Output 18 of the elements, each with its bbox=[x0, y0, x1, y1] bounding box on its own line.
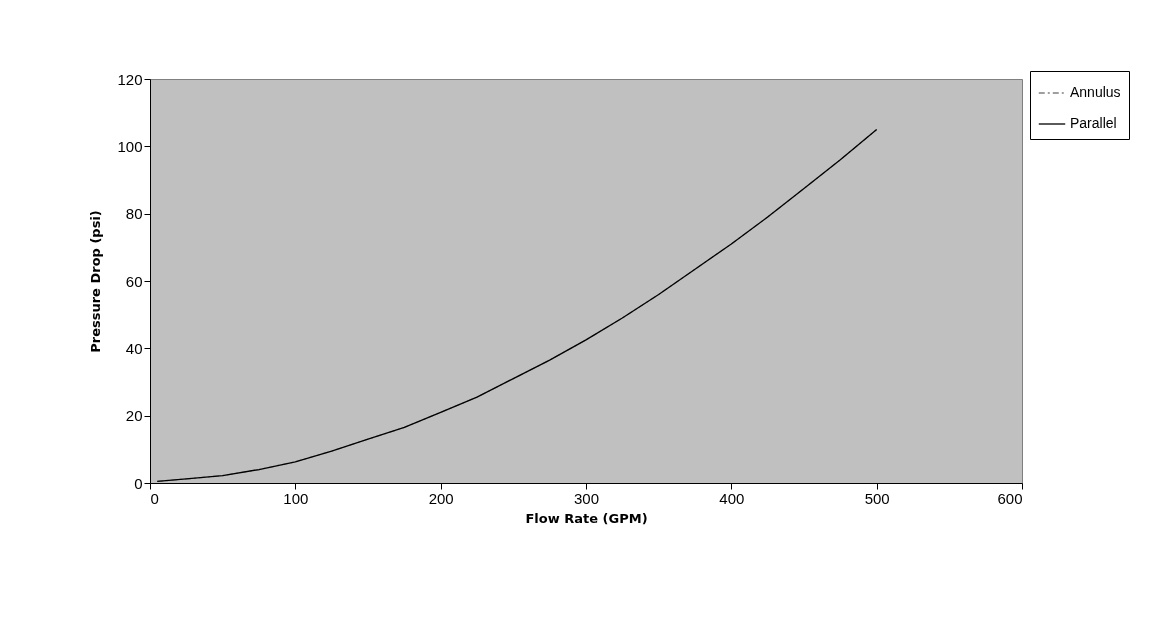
x-tick-label: 400 bbox=[719, 489, 745, 507]
x-tick-label: 300 bbox=[573, 489, 600, 507]
y-tick-label: 20 bbox=[125, 407, 143, 425]
x-axis-title: Flow Rate (GPM) bbox=[525, 510, 648, 526]
y-tick-label: 60 bbox=[125, 272, 143, 290]
x-tick-label: 500 bbox=[864, 489, 890, 507]
y-tick-label: 120 bbox=[117, 70, 143, 88]
legend-label: Annulus bbox=[1070, 84, 1121, 100]
y-tick-label: 40 bbox=[125, 339, 143, 357]
x-tick-label: 200 bbox=[428, 489, 454, 507]
y-tick-label: 80 bbox=[125, 205, 143, 223]
y-tick-label: 100 bbox=[117, 137, 143, 155]
y-tick-label: 0 bbox=[134, 474, 143, 492]
legend-label: Parallel bbox=[1070, 115, 1117, 131]
x-tick-label: 0 bbox=[150, 489, 159, 507]
x-tick-label: 100 bbox=[283, 489, 309, 507]
x-tick-label: 600 bbox=[997, 489, 1023, 507]
y-axis-title: Pressure Drop (psi) bbox=[88, 210, 104, 353]
